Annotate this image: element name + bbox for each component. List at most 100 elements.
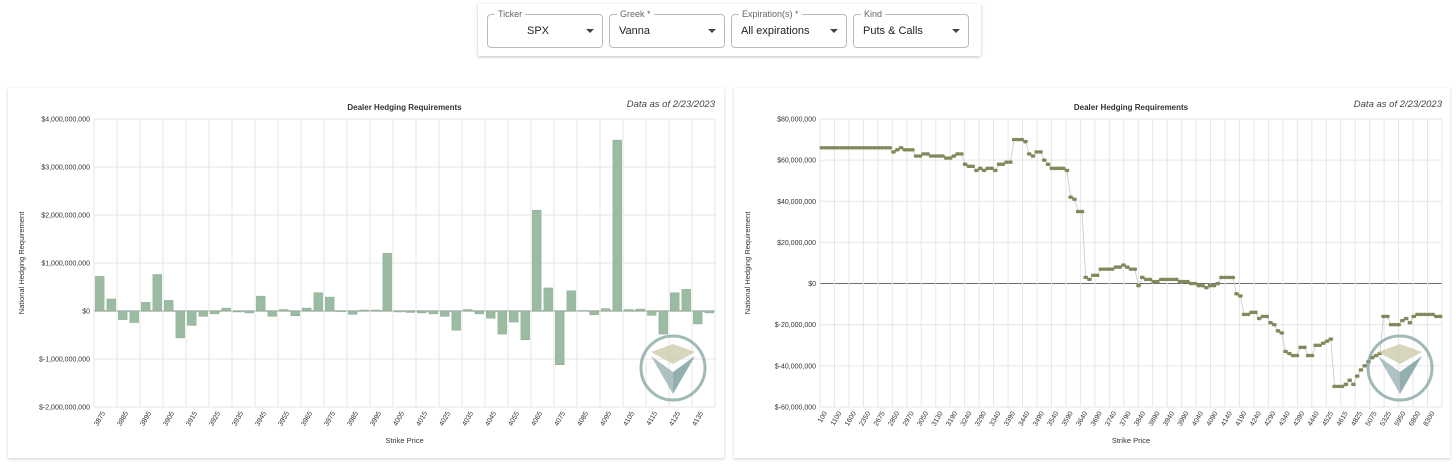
data-point — [1271, 323, 1277, 327]
x-tick-label: 4290 — [1264, 410, 1278, 427]
data-point — [959, 152, 964, 156]
data-point — [1234, 292, 1239, 296]
data-point — [891, 150, 896, 154]
bar — [336, 310, 346, 312]
x-tick-label: 1600 — [844, 410, 858, 427]
data-point — [1019, 137, 1024, 142]
data-point — [1136, 283, 1141, 288]
data-point — [838, 146, 844, 150]
greek-select[interactable]: Greek * Vanna — [609, 8, 725, 48]
y-tick-label: $-2,000,000,000 — [39, 405, 90, 412]
y-tick-label: $80,000,000 — [777, 117, 816, 124]
chevron-down-icon — [830, 29, 838, 33]
y-tick-label: $2,000,000,000 — [41, 213, 90, 220]
data-point — [834, 146, 840, 150]
x-tick-label: 3885 — [116, 410, 130, 427]
x-tick-label: 3890 — [1148, 410, 1162, 427]
data-point — [1143, 277, 1149, 282]
series-line — [821, 139, 1441, 387]
x-tick-label: 3905 — [162, 410, 176, 427]
data-point — [925, 152, 930, 156]
data-point — [1381, 314, 1386, 319]
bar — [198, 310, 208, 317]
ticker-select[interactable]: Ticker SPX — [487, 8, 603, 48]
data-point — [1068, 195, 1073, 199]
data-point — [1362, 364, 1368, 368]
bar — [417, 310, 427, 314]
bar — [497, 310, 507, 335]
bar — [233, 310, 243, 313]
x-tick-label: 3540 — [1047, 410, 1061, 427]
x-tick-label: 4190 — [1235, 410, 1249, 427]
data-point — [1343, 382, 1349, 387]
data-point — [883, 146, 889, 150]
data-point — [1294, 353, 1300, 358]
ticker-value: SPX — [526, 25, 549, 37]
bar — [543, 287, 553, 312]
data-point — [1004, 160, 1009, 164]
data-point — [947, 156, 953, 160]
x-tick-label: 3935 — [231, 410, 245, 427]
data-point — [1298, 345, 1303, 350]
bar — [681, 289, 691, 312]
data-point — [1290, 353, 1296, 358]
data-point — [1407, 320, 1413, 325]
x-tick-label: 3740 — [1104, 410, 1118, 427]
x-tick-label: 3690 — [1090, 410, 1104, 427]
data-point — [887, 146, 893, 150]
data-point — [819, 146, 825, 150]
data-point — [823, 146, 828, 150]
data-point — [1109, 267, 1115, 271]
x-tick-label: 4615 — [1336, 410, 1350, 427]
bar — [704, 310, 714, 314]
data-point — [1057, 166, 1062, 171]
bar — [658, 310, 668, 335]
data-point — [1011, 137, 1017, 142]
kind-select[interactable]: Kind Puts & Calls — [853, 8, 969, 48]
y-tick-label: $4,000,000,000 — [41, 117, 90, 124]
bar — [141, 302, 151, 312]
data-point — [1140, 275, 1145, 280]
x-axis-label: Strike Price — [385, 436, 423, 445]
data-point — [1339, 384, 1345, 389]
data-point — [985, 166, 991, 171]
bar — [164, 300, 174, 312]
data-point — [1087, 277, 1092, 282]
bar — [635, 308, 645, 312]
bar — [520, 310, 530, 341]
data-point — [966, 164, 972, 169]
bar — [371, 309, 381, 312]
data-point — [1388, 323, 1394, 327]
data-point — [1317, 343, 1322, 347]
x-tick-label: 4005 — [392, 410, 406, 427]
data-point — [951, 154, 957, 158]
data-point — [902, 148, 908, 152]
x-tick-label: 4075 — [553, 410, 567, 427]
data-point — [1392, 323, 1398, 327]
bar — [451, 310, 461, 331]
x-tick-label: 4015 — [415, 410, 429, 427]
x-tick-label: 1100 — [830, 410, 844, 427]
data-point — [913, 154, 919, 158]
expirations-select[interactable]: Expiration(s) * All expirations — [731, 8, 847, 48]
data-point — [1147, 277, 1153, 282]
kind-value: Puts & Calls — [863, 25, 923, 37]
data-point — [1256, 316, 1262, 321]
x-tick-label: 4340 — [1278, 410, 1292, 427]
x-tick-label: 3590 — [1061, 410, 1075, 427]
bar — [267, 310, 277, 317]
ticker-label: Ticker — [495, 8, 526, 20]
data-point — [827, 146, 832, 150]
expirations-label: Expiration(s) * — [739, 8, 802, 20]
data-point — [1196, 283, 1202, 288]
bar — [612, 139, 622, 312]
data-point — [876, 146, 881, 150]
data-point — [864, 146, 870, 150]
data-point — [1132, 267, 1138, 271]
x-tick-label: 3130 — [931, 410, 945, 427]
data-point — [1177, 279, 1183, 284]
data-point — [974, 168, 979, 173]
bar — [313, 292, 323, 312]
bar — [279, 309, 289, 312]
x-tick-label: 4140 — [1220, 410, 1234, 427]
